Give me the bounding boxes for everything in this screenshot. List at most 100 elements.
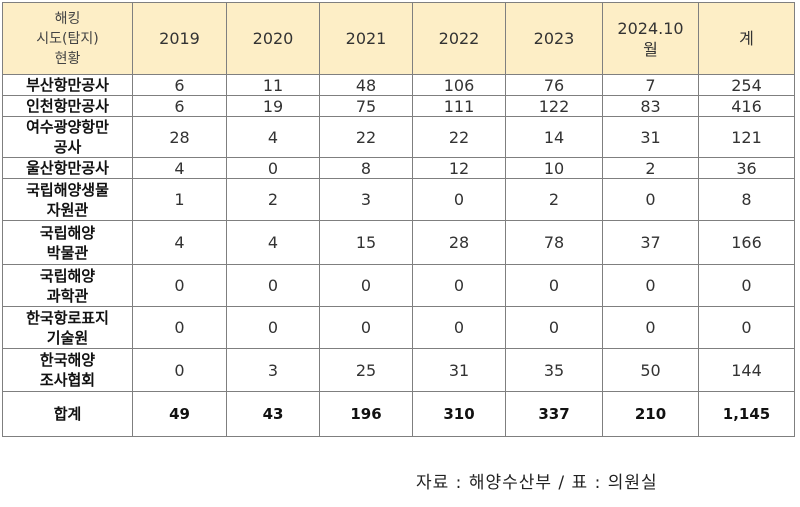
corner-header: 해킹 시도(탐지) 현황: [2, 2, 133, 75]
value-cell: 37: [602, 220, 699, 265]
value-cell: 310: [412, 391, 506, 437]
value-cell: 337: [505, 391, 603, 437]
value-cell: 49: [132, 391, 227, 437]
value-cell: 1: [132, 178, 227, 221]
value-cell: 3: [226, 348, 320, 392]
value-cell: 28: [412, 220, 506, 265]
value-cell: 12: [412, 157, 506, 179]
value-cell: 2: [602, 157, 699, 179]
total-row: 합계 49 43 196 310 337 210 1,145: [2, 391, 795, 437]
institution-name: 국립해양 과학관: [2, 264, 133, 307]
value-cell: 0: [602, 264, 699, 307]
row-total-cell: 0: [698, 264, 795, 307]
institution-name: 부산항만공사: [2, 74, 133, 96]
column-header-2019: 2019: [132, 2, 227, 75]
value-cell: 0: [132, 348, 227, 392]
row-total-cell: 1,145: [698, 391, 795, 437]
value-cell: 6: [132, 74, 227, 96]
value-cell: 0: [602, 306, 699, 349]
institution-name: 한국해양 조사협회: [2, 348, 133, 392]
value-cell: 196: [319, 391, 413, 437]
value-cell: 50: [602, 348, 699, 392]
value-cell: 4: [132, 157, 227, 179]
value-cell: 4: [226, 116, 320, 158]
value-cell: 14: [505, 116, 603, 158]
value-cell: 0: [412, 306, 506, 349]
value-cell: 22: [412, 116, 506, 158]
table-row: 부산항만공사 6 11 48 106 76 7 254: [2, 74, 795, 96]
row-total-cell: 166: [698, 220, 795, 265]
table-row: 국립해양 박물관 4 4 15 28 78 37 166: [2, 220, 795, 265]
value-cell: 0: [412, 178, 506, 221]
total-label: 합계: [2, 391, 133, 437]
value-cell: 75: [319, 95, 413, 117]
table-row: 인천항만공사 6 19 75 111 122 83 416: [2, 95, 795, 117]
value-cell: 4: [226, 220, 320, 265]
value-cell: 2: [505, 178, 603, 221]
value-cell: 15: [319, 220, 413, 265]
value-cell: 7: [602, 74, 699, 96]
value-cell: 78: [505, 220, 603, 265]
value-cell: 0: [226, 157, 320, 179]
institution-name: 울산항만공사: [2, 157, 133, 179]
value-cell: 0: [226, 264, 320, 307]
value-cell: 31: [602, 116, 699, 158]
column-header-total: 계: [698, 2, 795, 75]
value-cell: 43: [226, 391, 320, 437]
table-row: 여수광양항만 공사 28 4 22 22 14 31 121: [2, 116, 795, 158]
row-total-cell: 8: [698, 178, 795, 221]
value-cell: 0: [319, 264, 413, 307]
value-cell: 111: [412, 95, 506, 117]
value-cell: 210: [602, 391, 699, 437]
value-cell: 8: [319, 157, 413, 179]
column-header-2024: 2024.10 월: [602, 2, 699, 75]
value-cell: 48: [319, 74, 413, 96]
table-row: 국립해양 과학관 0 0 0 0 0 0 0: [2, 264, 795, 307]
value-cell: 76: [505, 74, 603, 96]
value-cell: 2: [226, 178, 320, 221]
value-cell: 10: [505, 157, 603, 179]
value-cell: 106: [412, 74, 506, 96]
row-total-cell: 416: [698, 95, 795, 117]
column-header-2021: 2021: [319, 2, 413, 75]
row-total-cell: 144: [698, 348, 795, 392]
institution-name: 여수광양항만 공사: [2, 116, 133, 158]
institution-name: 국립해양생물 자원관: [2, 178, 133, 221]
value-cell: 25: [319, 348, 413, 392]
value-cell: 0: [132, 306, 227, 349]
value-cell: 19: [226, 95, 320, 117]
value-cell: 3: [319, 178, 413, 221]
value-cell: 0: [226, 306, 320, 349]
value-cell: 28: [132, 116, 227, 158]
row-total-cell: 0: [698, 306, 795, 349]
source-caption: 자료 : 해양수산부 / 표 : 의원실: [416, 473, 658, 493]
value-cell: 0: [412, 264, 506, 307]
value-cell: 0: [505, 264, 603, 307]
value-cell: 122: [505, 95, 603, 117]
hacking-attempts-table: 해킹 시도(탐지) 현황 2019 2020 2021 2022 2023 20…: [2, 2, 795, 437]
value-cell: 6: [132, 95, 227, 117]
column-header-2022: 2022: [412, 2, 506, 75]
value-cell: 4: [132, 220, 227, 265]
table-row: 한국해양 조사협회 0 3 25 31 35 50 144: [2, 348, 795, 392]
table-row: 한국항로표지 기술원 0 0 0 0 0 0 0: [2, 306, 795, 349]
row-total-cell: 121: [698, 116, 795, 158]
value-cell: 22: [319, 116, 413, 158]
column-header-2020: 2020: [226, 2, 320, 75]
column-header-2023: 2023: [505, 2, 603, 75]
row-total-cell: 254: [698, 74, 795, 96]
value-cell: 83: [602, 95, 699, 117]
value-cell: 0: [132, 264, 227, 307]
value-cell: 35: [505, 348, 603, 392]
value-cell: 31: [412, 348, 506, 392]
table-row: 울산항만공사 4 0 8 12 10 2 36: [2, 157, 795, 179]
institution-name: 인천항만공사: [2, 95, 133, 117]
institution-name: 한국항로표지 기술원: [2, 306, 133, 349]
institution-name: 국립해양 박물관: [2, 220, 133, 265]
value-cell: 0: [319, 306, 413, 349]
value-cell: 11: [226, 74, 320, 96]
table-row: 국립해양생물 자원관 1 2 3 0 2 0 8: [2, 178, 795, 221]
row-total-cell: 36: [698, 157, 795, 179]
header-row: 해킹 시도(탐지) 현황 2019 2020 2021 2022 2023 20…: [2, 2, 795, 75]
value-cell: 0: [602, 178, 699, 221]
